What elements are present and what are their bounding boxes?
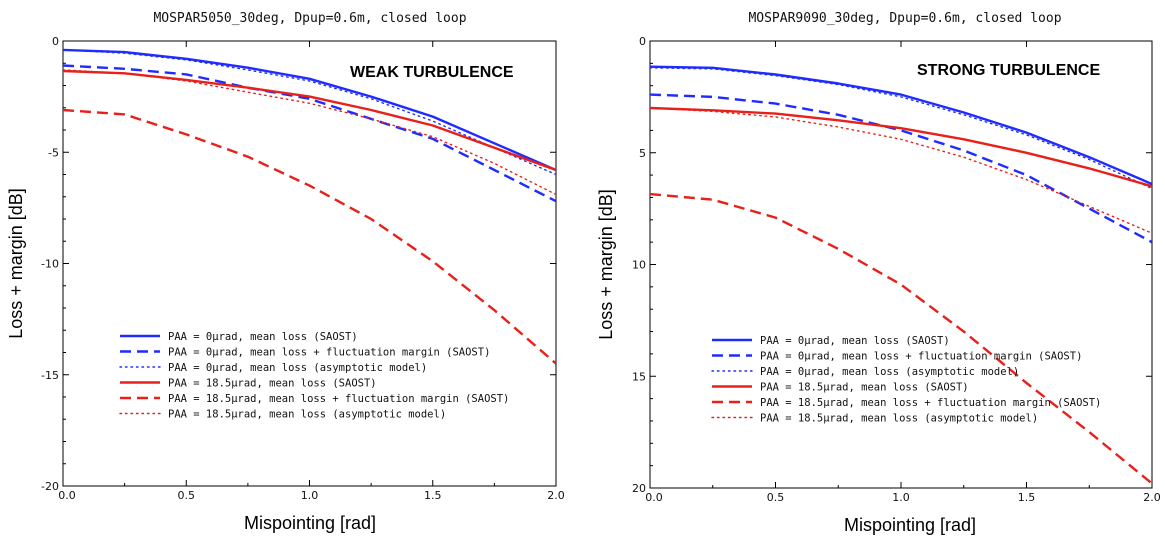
legend-entry: PAA = 18.5µrad, mean loss (SAOST): [168, 378, 377, 390]
y-tick-label: 20: [632, 482, 646, 495]
x-tick-label: 0.5: [178, 489, 196, 502]
x-tick-label: 1.5: [1018, 491, 1036, 504]
series-group: [63, 48, 556, 365]
x-tick-label: 2.0: [547, 489, 565, 502]
legend-entry: PAA = 18.5µrad, mean loss (asymptotic mo…: [168, 409, 446, 421]
turbulence-annotation: STRONG TURBULENCE: [917, 62, 1100, 79]
series-line-4: [650, 106, 1152, 188]
y-tick-label: 15: [632, 370, 646, 383]
series-line-6: [650, 107, 1152, 234]
chart-title: MOSPAR9090_30deg, Dpup=0.6m, closed loop: [748, 11, 1061, 26]
turbulence-annotation: WEAK TURBULENCE: [350, 64, 514, 81]
legend-entry: PAA = 0µrad, mean loss + fluctuation mar…: [168, 347, 490, 359]
y-tick-label: 0: [639, 35, 646, 48]
y-tick-label: -15: [41, 369, 59, 382]
x-axis-label: Mispointing [rad]: [244, 513, 376, 533]
chart-title: MOSPAR5050_30deg, Dpup=0.6m, closed loop: [153, 11, 466, 26]
series-line-3: [63, 49, 556, 176]
legend-entry: PAA = 18.5µrad, mean loss + fluctuation …: [760, 397, 1101, 409]
series-line-3: [650, 67, 1152, 190]
legend-entry: PAA = 0µrad, mean loss (asymptotic model…: [168, 362, 427, 374]
legend-entry: PAA = 18.5µrad, mean loss (asymptotic mo…: [760, 413, 1038, 425]
x-tick-label: 0.0: [645, 491, 663, 504]
x-tick-label: 1.5: [424, 489, 442, 502]
x-axis-label: Mispointing [rad]: [844, 515, 976, 535]
y-axis-label: Loss + margin [dB]: [596, 189, 616, 340]
x-tick-label: 1.0: [892, 491, 910, 504]
x-tick-label: 1.0: [301, 489, 319, 502]
legend: PAA = 0µrad, mean loss (SAOST) PAA = 0µra…: [711, 335, 1101, 425]
series-group: [650, 65, 1152, 485]
y-tick-label: 10: [632, 259, 646, 272]
chart-panel-2: MOSPAR9090_30deg, Dpup=0.6m, closed loop…: [596, 11, 1161, 535]
y-tick-label: -5: [48, 146, 59, 159]
legend-entry: PAA = 18.5µrad, mean loss + fluctuation …: [168, 393, 509, 405]
legend-entry: PAA = 0µrad, mean loss (SAOST): [760, 335, 950, 347]
x-tick-label: 2.0: [1143, 491, 1161, 504]
series-line-1: [63, 48, 556, 172]
series-line-5: [63, 108, 556, 365]
legend-entry: PAA = 0µrad, mean loss (asymptotic model…: [760, 366, 1019, 378]
series-line-5: [650, 192, 1152, 485]
y-axis-label: Loss + margin [dB]: [6, 188, 26, 339]
y-tick-label: 5: [639, 147, 646, 160]
y-tick-label: 0: [52, 35, 59, 48]
series-line-1: [650, 65, 1152, 186]
legend-entry: PAA = 0µrad, mean loss (SAOST): [168, 331, 358, 343]
x-tick-label: 0.5: [767, 491, 785, 504]
legend: PAA = 0µrad, mean loss (SAOST) PAA = 0µra…: [119, 331, 509, 421]
legend-entry: PAA = 18.5µrad, mean loss (SAOST): [760, 382, 969, 394]
y-tick-label: -20: [41, 480, 59, 493]
legend-entry: PAA = 0µrad, mean loss + fluctuation mar…: [760, 351, 1082, 363]
series-line-6: [63, 69, 556, 196]
x-tick-label: 0.0: [58, 489, 76, 502]
chart-panel-1: MOSPAR5050_30deg, Dpup=0.6m, closed loop…: [6, 11, 565, 533]
y-tick-label: -10: [41, 258, 59, 271]
